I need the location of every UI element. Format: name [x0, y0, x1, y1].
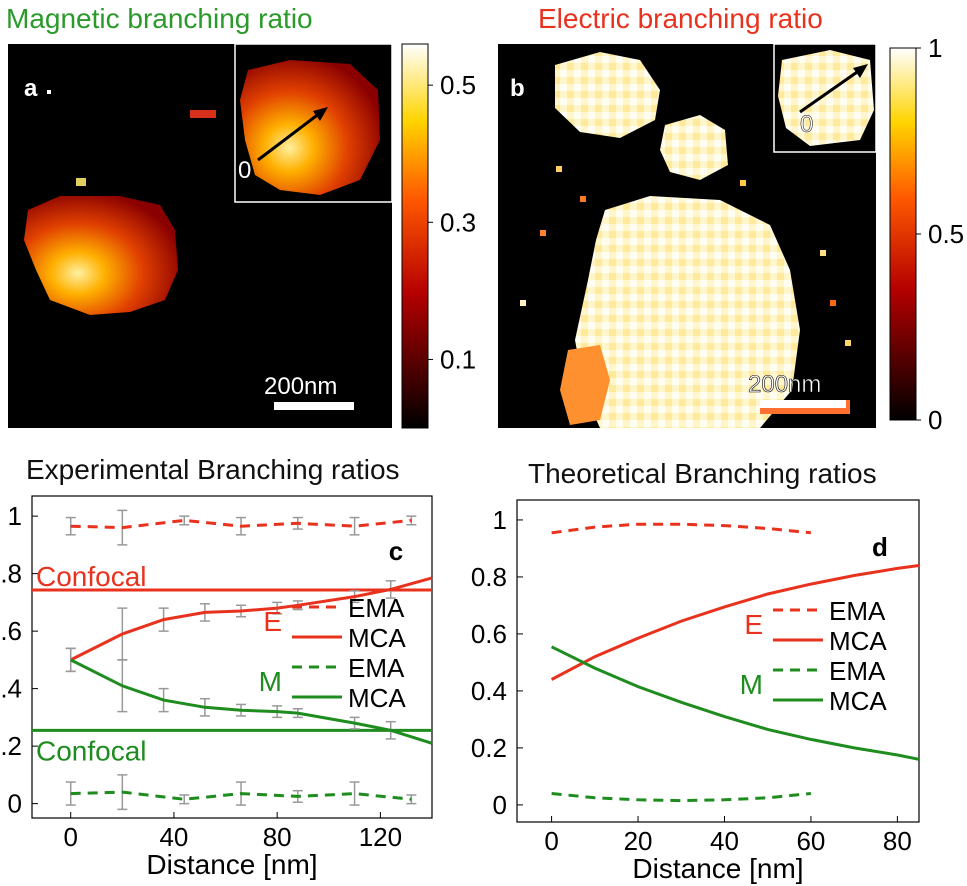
panel-a-image: 0 a 200nm: [8, 43, 393, 428]
series-e-mca-line: [550, 564, 920, 681]
y-tick-label: 0: [8, 789, 22, 819]
panel-b-scalebar-label: 200nm: [748, 371, 821, 398]
y-tick-label: 0.4: [471, 676, 507, 706]
colorbar-a-tick-label: 0.5: [440, 70, 476, 100]
x-tick-label: 40: [159, 822, 188, 852]
x-axis-label: Distance [nm]: [632, 853, 803, 884]
y-tick-label: 1: [8, 501, 22, 531]
x-tick-label: 80: [883, 826, 912, 856]
series-m-ema-line: [70, 790, 412, 801]
y-tick-label: .2: [0, 731, 22, 761]
x-tick-label: 40: [710, 826, 739, 856]
colorbar-b-tick-label: 0: [928, 405, 942, 435]
plot-frame: [31, 495, 433, 819]
panel-b-image: 0 b 200nm: [498, 43, 877, 428]
confocal-m-label: Confocal: [36, 735, 147, 766]
y-tick-label: 0.8: [471, 562, 507, 592]
panel-a-inset-zero: 0: [238, 157, 251, 184]
legend-label: MCA: [829, 626, 887, 656]
y-tick-label: 0.6: [471, 619, 507, 649]
series-m-ema-line: [551, 792, 812, 803]
colorbar-a-tick-label: 0.3: [440, 207, 476, 237]
legend-label: EMA: [348, 593, 405, 623]
x-tick-label: 0: [63, 822, 77, 852]
panel-c-title: Experimental Branching ratios: [26, 454, 400, 485]
panel-b-colorbar: 10.50: [889, 33, 964, 435]
x-tick-label: 0: [544, 826, 558, 856]
series-m-mca-line: [70, 658, 433, 745]
y-tick-label: .8: [0, 559, 22, 589]
panel-b-inset: 0: [773, 43, 877, 153]
y-tick-label: .6: [0, 616, 22, 646]
x-tick-label: 120: [359, 822, 402, 852]
y-tick-label: 0: [493, 790, 507, 820]
legend-label: MCA: [348, 683, 406, 713]
panel-a-scalebar: [274, 402, 354, 410]
panel-d-title: Theoretical Branching ratios: [528, 458, 877, 489]
panel-b-inset-zero: 0: [800, 111, 813, 138]
y-tick-label: .4: [0, 674, 22, 704]
x-tick-label: 60: [796, 826, 825, 856]
legend-label: MCA: [348, 623, 406, 653]
panel-label: c: [389, 536, 403, 566]
confocal-e-label: Confocal: [36, 561, 147, 592]
y-tick-label: 0.2: [471, 733, 507, 763]
x-tick-label: 20: [624, 826, 653, 856]
x-axis-label: Distance [nm]: [146, 849, 317, 880]
colorbar-b-tick-label: 0.5: [928, 219, 964, 249]
panel-b-scalebar: [760, 400, 846, 408]
series-e-ema-line: [551, 522, 812, 535]
theoretical-plot: 0 20 40 60 80 0 0.2 0.4 0.6 0.8 1 Distance [nm] d EMA…: [471, 499, 920, 884]
series-e-mca-line: [70, 576, 433, 662]
legend-label: EMA: [829, 656, 886, 686]
colorbar-b-tick-label: 1: [928, 33, 942, 63]
x-tick-label: 80: [263, 822, 292, 852]
experimental-plot: 0 40 80 120 0 .2 .4 .6 .8 1 Distance [nm] Confocal C…: [0, 495, 433, 880]
panel-a-inset: 0: [234, 43, 393, 203]
panel-a-scalebar-label: 200nm: [264, 373, 337, 400]
legend-group-e: E: [744, 609, 763, 640]
legend-group-m: M: [740, 669, 763, 700]
legend-label: MCA: [829, 686, 887, 716]
panel-a-title: Magnetic branching ratio: [6, 3, 313, 34]
panel-b-title: Electric branching ratio: [538, 3, 823, 34]
colorbar-a-tick-label: 0.1: [440, 344, 476, 374]
legend-group-m: M: [259, 666, 282, 697]
legend-group-e: E: [263, 606, 282, 637]
panel-b-letter: b: [510, 75, 525, 102]
legend-label: EMA: [348, 653, 405, 683]
panel-a-colorbar: 0.5 0.3 0.1: [401, 43, 476, 429]
panel-a-letter: a: [24, 75, 38, 102]
series-e-ema-line: [70, 518, 412, 530]
series-m-mca-line: [550, 645, 920, 761]
panel-label: d: [872, 532, 888, 562]
y-tick-label: 1: [493, 505, 507, 535]
legend-label: EMA: [829, 596, 886, 626]
